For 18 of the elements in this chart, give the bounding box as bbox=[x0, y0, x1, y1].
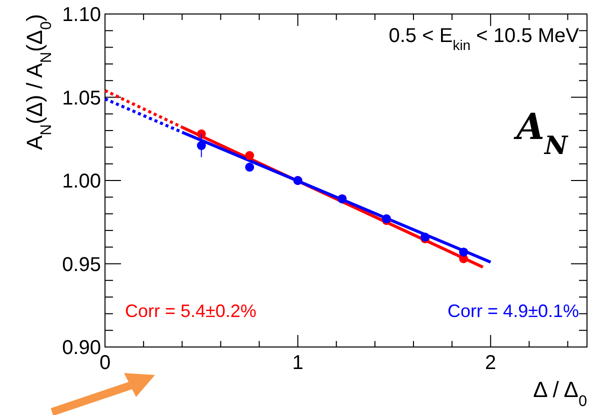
x-tick-label: 1 bbox=[292, 352, 304, 374]
x-tick-label: 2 bbox=[485, 352, 496, 374]
annotation: 0.5 < E$_{kin}$ < 10.5 MeV bbox=[388, 25, 580, 53]
text: Corr = 4.9±0.1% bbox=[448, 301, 579, 321]
point bbox=[196, 129, 206, 138]
annotation: A$_{N}$ bbox=[514, 106, 568, 160]
y-tick-label: 0.95 bbox=[62, 254, 101, 276]
text: Corr = 5.4±0.2% bbox=[125, 301, 256, 321]
point bbox=[196, 141, 206, 150]
y-tick-label: 1.00 bbox=[62, 170, 101, 192]
x-tick-label: 0 bbox=[99, 352, 111, 374]
point bbox=[245, 162, 254, 172]
y-tick-label: 1.10 bbox=[62, 4, 101, 26]
y-tick-label: 0.90 bbox=[62, 337, 101, 359]
x-axis-title: Δ / Δ$_{0}$ bbox=[533, 377, 587, 410]
point bbox=[459, 248, 468, 257]
point bbox=[245, 151, 254, 160]
y-tick-label: 1.05 bbox=[62, 87, 101, 110]
